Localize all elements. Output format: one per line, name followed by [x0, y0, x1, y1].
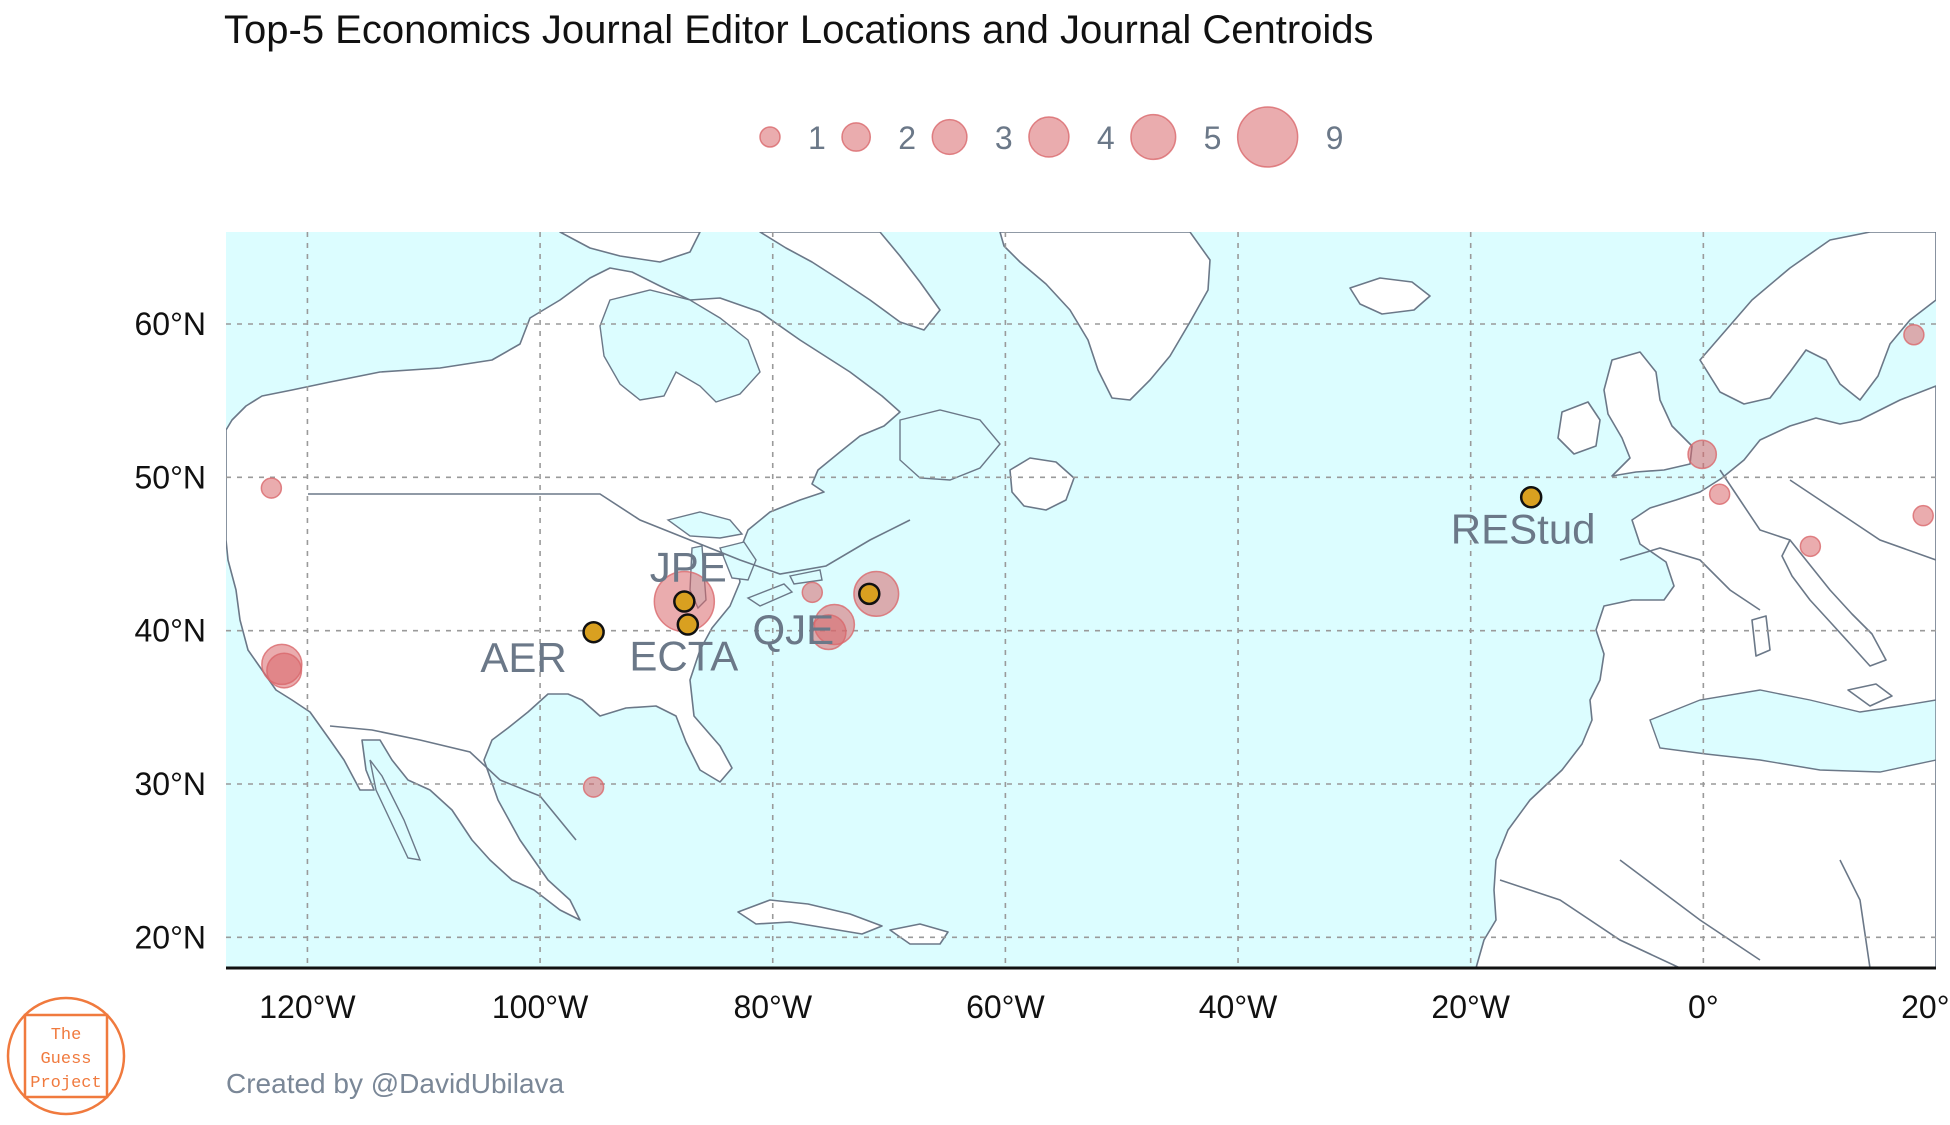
x-tick-label: 20°W: [1431, 989, 1510, 1025]
journal-centroid-point: [676, 613, 700, 636]
editor-location-bubble: [1799, 535, 1822, 558]
gulf-of-st-lawrence: [899, 409, 1001, 481]
editor-location-bubble: [1903, 323, 1925, 346]
editor-location-bubble: [1687, 439, 1718, 470]
gulf-of-california: [369, 759, 422, 861]
editor-location-bubble: [1708, 483, 1731, 505]
newfoundland-island: [1009, 457, 1075, 511]
lake-huron: [719, 541, 757, 581]
editor-location-bubble: [266, 652, 303, 689]
mediterranean-sea: [1649, 689, 1936, 773]
legend-label: 3: [995, 120, 1013, 156]
x-tick-label: 20°E: [1901, 989, 1950, 1025]
italy-peninsula: [1781, 539, 1887, 667]
legend-label: 4: [1097, 120, 1115, 156]
logo-line-2: Guess: [40, 1050, 91, 1069]
journal-centroid-point: [858, 582, 881, 606]
x-tick-label: 40°W: [1199, 989, 1278, 1025]
europe-border-3: [1789, 479, 1936, 561]
scandinavia-landmass: [1699, 232, 1936, 405]
y-tick-label: 20°N: [135, 919, 207, 955]
y-tick-label: 30°N: [135, 766, 207, 802]
ireland-island: [1557, 401, 1601, 455]
hudson-bay: [599, 289, 761, 403]
iceland-island: [1349, 277, 1431, 315]
lake-ontario: [788, 569, 823, 585]
y-axis: 20°N 30°N 40°N 50°N 60°N: [135, 306, 207, 955]
credit-text: Created by @DavidUbilava: [226, 1068, 565, 1099]
legend-label: 1: [808, 120, 826, 156]
journal-centroid-point: [582, 620, 605, 644]
journal-labels-layer: AER ECTA JPE QJE REStud: [480, 505, 1595, 681]
editor-location-bubble: [801, 581, 824, 604]
size-legend: 1 2 3 4 5 9: [759, 106, 1344, 168]
europe-border-2: [1719, 469, 1791, 541]
editor-location-bubble: [813, 603, 856, 646]
europe-africa-landmass: [1475, 385, 1936, 968]
us-canada-border: [308, 493, 911, 575]
editor-location-bubble: [582, 776, 605, 798]
africa-border-3: [1839, 859, 1871, 968]
great-britain-island: [1603, 351, 1693, 477]
guess-project-logo: The Guess Project: [6, 996, 126, 1116]
x-tick-label: 80°W: [733, 989, 812, 1025]
legend-key: [759, 126, 781, 148]
journal-centroid-point: [673, 590, 696, 613]
editor-location-bubble: [1912, 504, 1934, 527]
grid-layer: [226, 232, 1936, 968]
x-tick-label: 0°: [1688, 989, 1719, 1025]
journal-label: REStud: [1451, 505, 1596, 552]
y-tick-label: 60°N: [135, 306, 207, 342]
greenland-landmass: [999, 232, 1211, 401]
y-tick-label: 40°N: [135, 613, 207, 649]
journal-label: ECTA: [629, 633, 738, 680]
legend-label: 2: [898, 120, 916, 156]
baffin-island: [759, 232, 941, 331]
x-tick-label: 120°W: [259, 989, 356, 1025]
x-axis: 120°W 100°W 80°W 60°W 40°W 20°W 0° 20°E: [259, 989, 1950, 1025]
legend-key: [1236, 106, 1299, 168]
legend-label: 9: [1326, 120, 1344, 156]
logo-line-3: Project: [30, 1074, 101, 1093]
logo-line-1: The: [51, 1026, 82, 1045]
inland-water-layer: [369, 289, 1936, 861]
lake-superior: [666, 511, 744, 539]
europe-border-1: [1619, 547, 1761, 611]
journal-label: AER: [480, 634, 566, 681]
north-america-landmass: [226, 267, 901, 921]
journal-centroids-layer: [582, 486, 1543, 644]
arctic-island: [559, 232, 701, 263]
legend-key: [841, 122, 872, 152]
land-layer: [226, 232, 1936, 968]
y-tick-label: 50°N: [135, 459, 207, 495]
x-tick-label: 100°W: [492, 989, 589, 1025]
africa-border-2: [1619, 859, 1761, 961]
cuba-island: [737, 899, 883, 935]
country-borders: [308, 469, 1936, 968]
legend-label: 5: [1204, 120, 1222, 156]
chart-title: Top-5 Economics Journal Editor Locations…: [224, 8, 1374, 52]
journal-centroid-point: [1519, 486, 1543, 509]
sardinia-island: [1751, 615, 1771, 657]
journal-label: QJE: [752, 606, 834, 653]
journal-label: JPE: [650, 544, 727, 591]
africa-border-1: [1499, 879, 1681, 968]
sicily-island: [1847, 683, 1893, 707]
editor-location-bubble: [260, 477, 283, 499]
legend-key: [1028, 116, 1070, 158]
legend-key: [1130, 113, 1177, 161]
legend-key: [931, 118, 968, 156]
x-tick-label: 60°W: [966, 989, 1045, 1025]
